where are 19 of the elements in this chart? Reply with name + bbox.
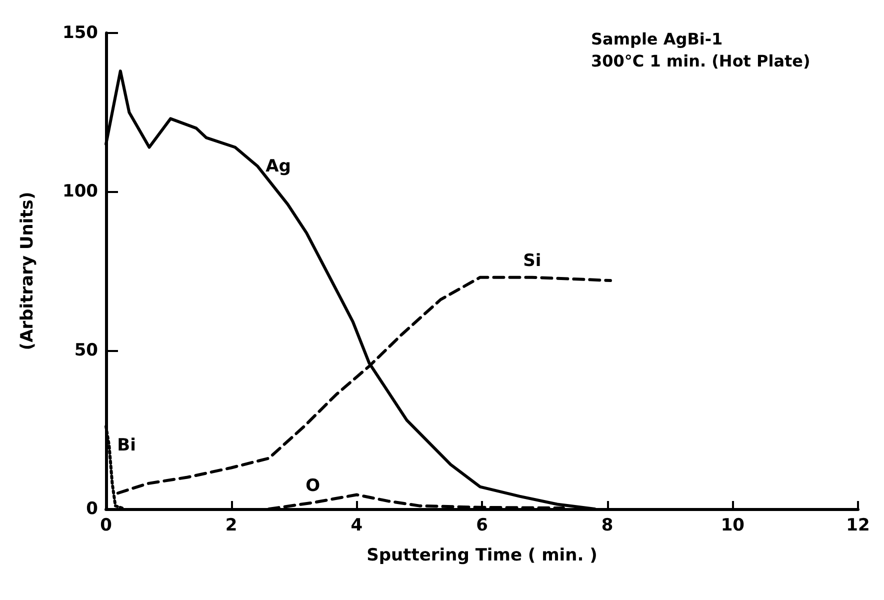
series-label: Ag bbox=[266, 156, 291, 176]
chart-title: Sample AgBi-1 bbox=[591, 30, 723, 48]
series-label: Bi bbox=[117, 436, 136, 456]
y-tick-label: 50 bbox=[74, 340, 98, 360]
x-tick-label: 8 bbox=[601, 516, 614, 536]
x-tick-label: 2 bbox=[225, 516, 238, 536]
text: 300°C 1 min. (Hot Plate) bbox=[591, 52, 810, 70]
y-tick-label: 0 bbox=[86, 499, 98, 519]
x-tick-label: 0 bbox=[100, 516, 112, 536]
x-axis-title: Sputtering Time ( min. ) bbox=[366, 546, 598, 566]
y-tick-label: 150 bbox=[62, 23, 98, 43]
x-tick-label: 12 bbox=[846, 516, 870, 536]
y-tick-label: 100 bbox=[62, 182, 98, 202]
series-label: O bbox=[306, 476, 320, 496]
x-tick-label: 10 bbox=[720, 516, 745, 536]
x-tick-label: 4 bbox=[350, 516, 363, 536]
x-tick-label: 6 bbox=[476, 516, 488, 536]
series-label: Si bbox=[523, 250, 542, 271]
y-axis-title: (Arbitrary Units) bbox=[18, 192, 38, 350]
